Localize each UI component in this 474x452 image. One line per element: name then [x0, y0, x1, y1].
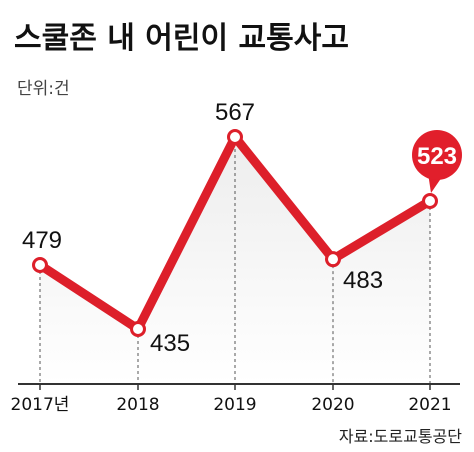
data-points-layer	[32, 129, 438, 337]
area-fill	[40, 137, 430, 384]
value-labels-layer: 479 435 567 483 523	[22, 99, 462, 357]
data-point-3	[325, 251, 341, 268]
chart-title: 스쿨존 내 어린이 교통사고	[14, 21, 349, 56]
x-tick-labels-layer: 2017년 2018 2019 2020 2021	[11, 384, 452, 415]
x-tick-label-0: 2017년	[11, 395, 70, 415]
data-point-0	[32, 257, 48, 273]
value-label-2: 567	[215, 99, 255, 126]
x-tick-label-3: 2020	[311, 395, 354, 415]
highlight-callout-bubble	[412, 130, 462, 180]
drop-lines-layer	[39, 137, 431, 384]
x-tick-label-2: 2019	[213, 395, 256, 415]
value-label-0: 479	[22, 227, 62, 254]
area-fill-layer	[40, 137, 430, 384]
value-label-3: 483	[343, 267, 383, 294]
data-point-2	[227, 129, 243, 145]
value-label-4: 523	[417, 143, 457, 170]
unit-label: 단위:건	[17, 79, 70, 99]
data-point-1	[130, 321, 146, 337]
value-label-1: 435	[150, 330, 190, 357]
data-point-4	[422, 193, 438, 209]
x-tick-label-4: 2021	[408, 395, 451, 415]
x-tick-label-1: 2018	[116, 395, 159, 415]
source-note: 자료:도로교통공단	[339, 427, 462, 446]
